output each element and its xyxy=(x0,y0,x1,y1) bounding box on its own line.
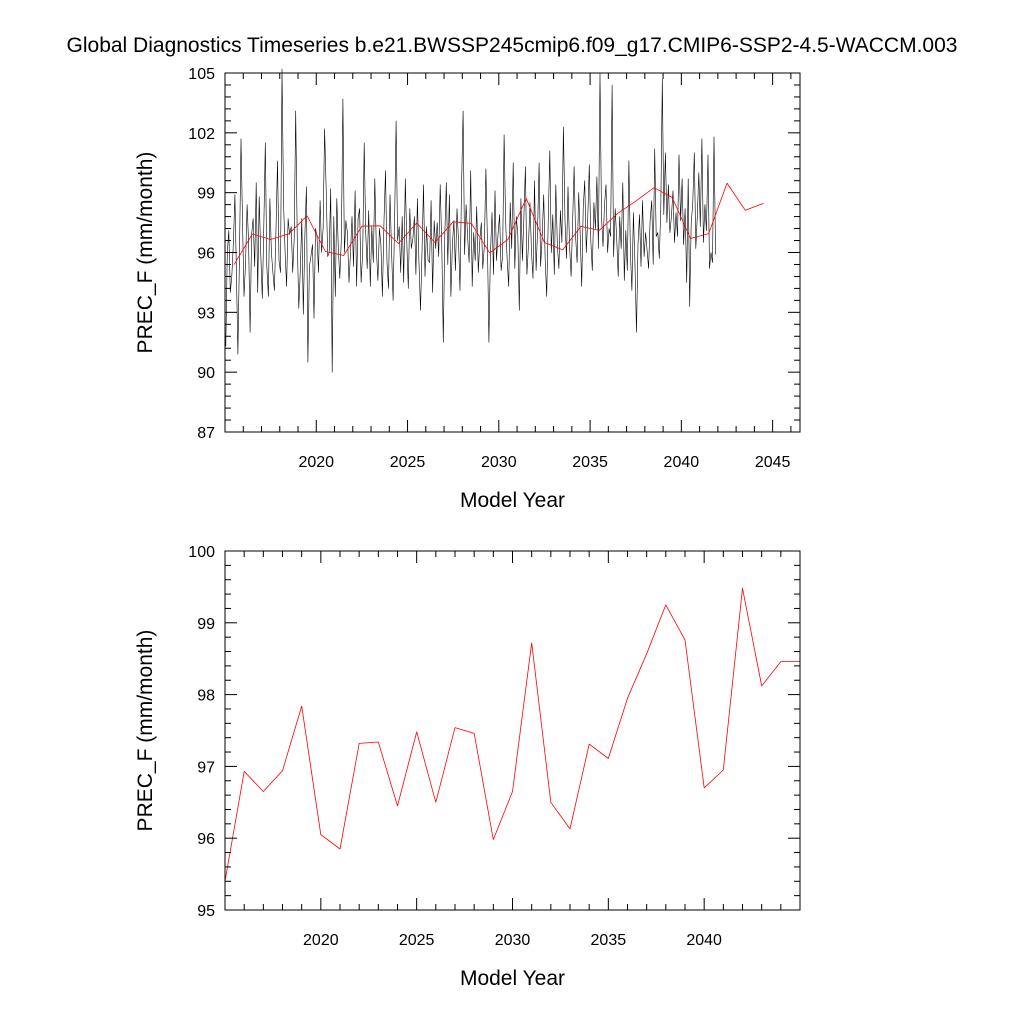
y-tick-label: 100 xyxy=(188,544,215,561)
series-line-annual-mean xyxy=(233,182,764,265)
y-tick-label: 99 xyxy=(197,616,215,633)
x-axis-label: Model Year xyxy=(460,489,565,512)
y-tick-label: 97 xyxy=(197,759,215,776)
series-line-monthly xyxy=(225,68,716,373)
x-tick-label: 2025 xyxy=(390,454,426,471)
y-tick-label: 93 xyxy=(197,305,215,322)
y-tick-label: 96 xyxy=(197,831,215,848)
x-axis-label: Model Year xyxy=(460,967,565,990)
figure-title: Global Diagnostics Timeseries b.e21.BWSS… xyxy=(66,34,958,57)
x-tick-label: 2045 xyxy=(755,454,791,471)
x-tick-label: 2030 xyxy=(481,454,517,471)
y-tick-label: 95 xyxy=(197,903,215,920)
x-tick-label: 2020 xyxy=(298,454,334,471)
x-tick-label: 2030 xyxy=(495,932,531,949)
x-tick-label: 2025 xyxy=(399,932,435,949)
y-tick-label: 105 xyxy=(188,66,215,83)
y-tick-label: 98 xyxy=(197,688,215,705)
x-tick-label: 2035 xyxy=(591,932,627,949)
x-tick-label: 2035 xyxy=(572,454,608,471)
bottom-panel: 2020 2025 2030 2035 2040 95 96 97 98 99 100 Model Y… xyxy=(134,544,801,990)
y-axis-label: PREC_F (mm/month) xyxy=(134,152,157,354)
y-tick-label: 87 xyxy=(197,425,215,442)
x-tick-label: 2020 xyxy=(303,932,339,949)
x-tick-label: 2040 xyxy=(686,932,722,949)
y-tick-label: 96 xyxy=(197,246,215,263)
plot-frame xyxy=(224,550,801,911)
y-tick-label: 99 xyxy=(197,186,215,203)
y-tick-label: 102 xyxy=(188,126,215,143)
x-tick-label: 2040 xyxy=(664,454,700,471)
y-axis-label: PREC_F (mm/month) xyxy=(134,630,157,832)
series-line-annual-mean xyxy=(224,587,800,882)
y-tick-label: 90 xyxy=(197,365,215,382)
top-panel: 2020 2025 2030 2035 2040 2045 87 90 93 96 99 102 105… xyxy=(134,66,801,512)
